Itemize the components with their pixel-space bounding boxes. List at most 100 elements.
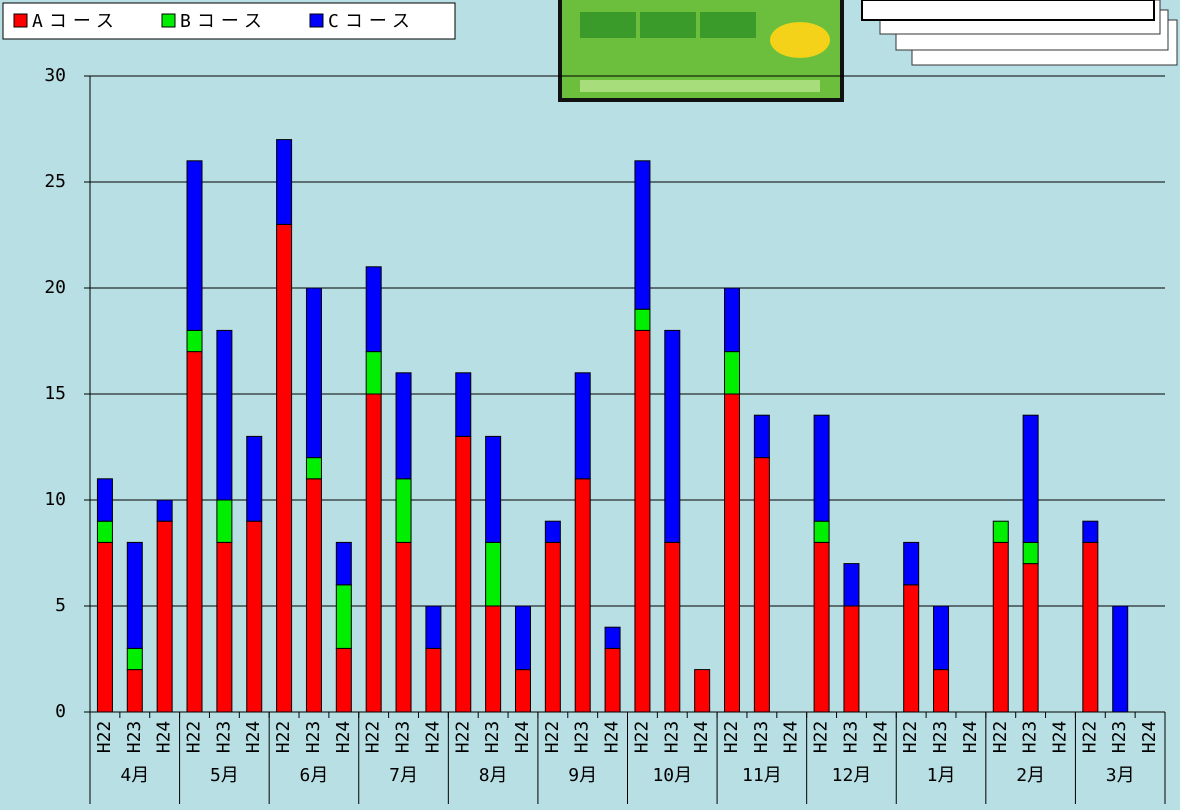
bar-segment (336, 542, 351, 584)
bar-segment (306, 479, 321, 712)
bar-segment (247, 521, 262, 712)
group-label: 7月 (389, 765, 418, 786)
x-tick-label: H24 (602, 721, 623, 754)
bar-segment (575, 373, 590, 479)
x-tick-label: H22 (990, 721, 1011, 754)
x-tick-label: H22 (900, 721, 921, 754)
bar-segment (844, 564, 859, 606)
bar-segment (366, 352, 381, 394)
group-label: 4月 (120, 765, 149, 786)
bar-segment (844, 606, 859, 712)
legend-label: Aコース (32, 11, 120, 32)
bar-segment (426, 606, 441, 648)
bar-segment (306, 288, 321, 458)
x-tick-label: H24 (870, 721, 891, 754)
legend-swatch (310, 14, 323, 27)
x-tick-label: H24 (154, 721, 175, 754)
bar-segment (934, 670, 949, 712)
group-label: 11月 (742, 765, 782, 786)
bar-segment (187, 352, 202, 712)
group-label: 12月 (832, 765, 872, 786)
x-tick-label: H22 (184, 721, 205, 754)
x-tick-label: H23 (1109, 721, 1130, 754)
bar-segment (725, 352, 740, 394)
bar-segment (1023, 542, 1038, 563)
x-tick-label: H24 (1139, 721, 1160, 754)
x-tick-label: H23 (124, 721, 145, 754)
legend-swatch (162, 14, 175, 27)
x-tick-label: H24 (960, 721, 981, 754)
y-tick-label: 20 (44, 277, 66, 298)
legend-label: Bコース (180, 11, 268, 32)
bar-segment (1023, 415, 1038, 542)
bar-segment (187, 330, 202, 351)
x-tick-label: H23 (661, 721, 682, 754)
bar-segment (217, 500, 232, 542)
bar-segment (814, 542, 829, 712)
x-tick-label: H23 (840, 721, 861, 754)
bar-segment (934, 606, 949, 670)
bar-segment (904, 585, 919, 712)
x-tick-label: H22 (363, 721, 384, 754)
bar-segment (515, 670, 530, 712)
x-tick-label: H23 (1020, 721, 1041, 754)
x-tick-label: H23 (930, 721, 951, 754)
x-tick-label: H22 (1079, 721, 1100, 754)
x-tick-label: H24 (243, 721, 264, 754)
bar-segment (1023, 564, 1038, 712)
bar-segment (157, 500, 172, 521)
flyer-box (580, 12, 636, 38)
bar-segment (187, 161, 202, 331)
bar-segment (396, 479, 411, 543)
bar-segment (904, 542, 919, 584)
x-tick-label: H23 (572, 721, 593, 754)
y-tick-label: 0 (55, 701, 66, 722)
group-label: 6月 (300, 765, 329, 786)
bar-segment (486, 606, 501, 712)
bar-segment (217, 542, 232, 712)
group-label: 3月 (1106, 765, 1135, 786)
x-tick-label: H22 (452, 721, 473, 754)
bar-segment (635, 330, 650, 712)
group-label: 5月 (210, 765, 239, 786)
group-label: 9月 (568, 765, 597, 786)
bar-segment (127, 542, 142, 648)
bar-segment (247, 436, 262, 521)
bar-segment (97, 521, 112, 542)
bar-segment (725, 288, 740, 352)
x-tick-label: H24 (781, 721, 802, 754)
x-tick-label: H24 (333, 721, 354, 754)
bar-segment (366, 267, 381, 352)
x-tick-label: H24 (1049, 721, 1070, 754)
bar-segment (277, 224, 292, 712)
x-tick-label: H23 (393, 721, 414, 754)
bar-segment (1113, 606, 1128, 712)
x-tick-label: H22 (273, 721, 294, 754)
y-tick-label: 15 (44, 383, 66, 404)
bar-segment (456, 373, 471, 437)
bar-segment (635, 309, 650, 330)
x-tick-label: H23 (751, 721, 772, 754)
flyer-image (558, 0, 844, 102)
bar-segment (665, 542, 680, 712)
bar-segment (396, 373, 411, 479)
bar-segment (97, 542, 112, 712)
group-label: 8月 (479, 765, 508, 786)
bar-segment (814, 415, 829, 521)
group-label: 10月 (652, 765, 692, 786)
bar-segment (754, 458, 769, 712)
bar-segment (725, 394, 740, 712)
bar-segment (336, 648, 351, 712)
y-tick-label: 30 (44, 65, 66, 86)
bar-segment (426, 648, 441, 712)
bar-segment (157, 521, 172, 712)
bar-segment (1083, 542, 1098, 712)
chart: 0510152025304月5月6月7月8月9月10月11月12月1月2月3月H… (0, 0, 1180, 810)
bar-segment (217, 330, 232, 500)
x-tick-label: H22 (811, 721, 832, 754)
x-tick-label: H24 (512, 721, 533, 754)
bar-segment (545, 542, 560, 712)
bar-segment (545, 521, 560, 542)
bar-segment (1083, 521, 1098, 542)
x-tick-label: H22 (94, 721, 115, 754)
